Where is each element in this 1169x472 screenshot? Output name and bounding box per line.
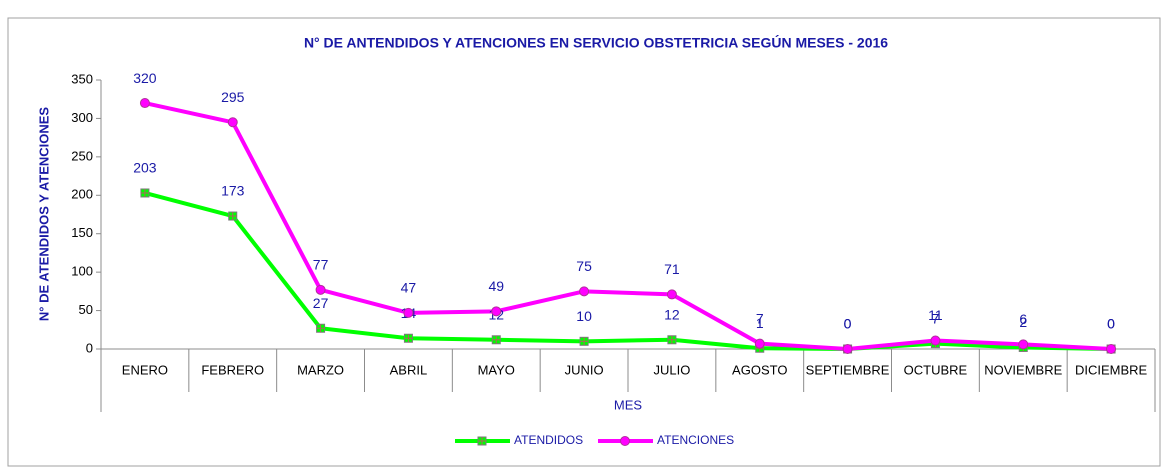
y-tick-label: 250 xyxy=(71,148,93,163)
data-label: 71 xyxy=(664,261,680,277)
data-label: 12 xyxy=(664,306,680,322)
x-tick-label: FEBRERO xyxy=(201,362,264,377)
chart-frame xyxy=(7,17,1161,467)
point xyxy=(491,306,502,317)
y-tick-label: 50 xyxy=(79,302,93,317)
point xyxy=(228,211,238,221)
data-label: 0 xyxy=(844,316,852,332)
x-tick-label: ABRIL xyxy=(390,362,428,377)
point xyxy=(403,307,414,318)
data-label: 173 xyxy=(221,183,245,199)
x-tick-label: DICIEMBRE xyxy=(1075,362,1148,377)
series-line xyxy=(144,101,1112,351)
data-label: 320 xyxy=(133,70,157,86)
x-tick-label: OCTUBRE xyxy=(904,362,968,377)
point xyxy=(579,336,589,346)
y-tick-label: 150 xyxy=(71,225,93,240)
x-tick-label: SEPTIEMBRE xyxy=(806,362,890,377)
y-tick-label: 200 xyxy=(71,187,93,202)
point xyxy=(403,333,413,343)
x-tick-label: NOVIEMBRE xyxy=(984,362,1062,377)
point xyxy=(667,335,677,345)
point xyxy=(666,289,677,300)
data-label: 7 xyxy=(756,310,764,326)
point xyxy=(140,188,150,198)
data-label: 10 xyxy=(576,308,592,324)
data-label: 47 xyxy=(401,280,417,296)
legend-label: ATENCIONES xyxy=(657,433,734,447)
x-tick-label: JUNIO xyxy=(565,362,604,377)
point xyxy=(620,436,630,446)
x-tick-label: JULIO xyxy=(653,362,690,377)
y-tick-label: 0 xyxy=(86,340,93,355)
data-label: 49 xyxy=(488,278,504,294)
point xyxy=(316,323,326,333)
point xyxy=(139,98,150,109)
data-label: 27 xyxy=(313,295,329,311)
x-tick-label: MAYO xyxy=(478,362,515,377)
data-label: 295 xyxy=(221,89,245,105)
point xyxy=(1106,344,1117,354)
point xyxy=(754,338,765,349)
y-axis-label: N° DE ATENDIDOS Y ATENCIONES xyxy=(36,107,51,322)
legend-label: ATENDIDOS xyxy=(514,433,583,447)
data-label: 0 xyxy=(1107,316,1115,332)
data-label: 0 xyxy=(1107,316,1115,332)
y-tick-label: 300 xyxy=(71,110,93,125)
data-label: 203 xyxy=(133,160,157,176)
data-label: 7 xyxy=(932,310,940,326)
x-tick-label: MARZO xyxy=(297,362,344,377)
x-tick-label: AGOSTO xyxy=(732,362,787,377)
data-label: 2 xyxy=(1019,314,1027,330)
chart-title: N° DE ANTENDIDOS Y ATENCIONES EN SERVICI… xyxy=(304,34,888,51)
data-label: 77 xyxy=(313,257,329,273)
y-tick-label: 350 xyxy=(71,71,93,86)
point xyxy=(579,286,590,297)
x-axis-label: MES xyxy=(614,397,643,412)
y-tick-label: 100 xyxy=(71,264,93,279)
point xyxy=(1018,339,1029,350)
point xyxy=(491,335,501,345)
data-label: 0 xyxy=(844,316,852,332)
series-line xyxy=(144,191,1112,351)
data-label: 11 xyxy=(928,307,943,323)
point xyxy=(842,344,853,354)
point xyxy=(227,117,238,128)
data-label: 6 xyxy=(1019,311,1027,327)
data-label: 1 xyxy=(756,315,764,331)
point xyxy=(477,436,487,446)
x-tick-label: ENERO xyxy=(122,362,168,377)
point xyxy=(930,335,941,346)
data-label: 75 xyxy=(576,258,592,274)
point xyxy=(315,284,326,295)
